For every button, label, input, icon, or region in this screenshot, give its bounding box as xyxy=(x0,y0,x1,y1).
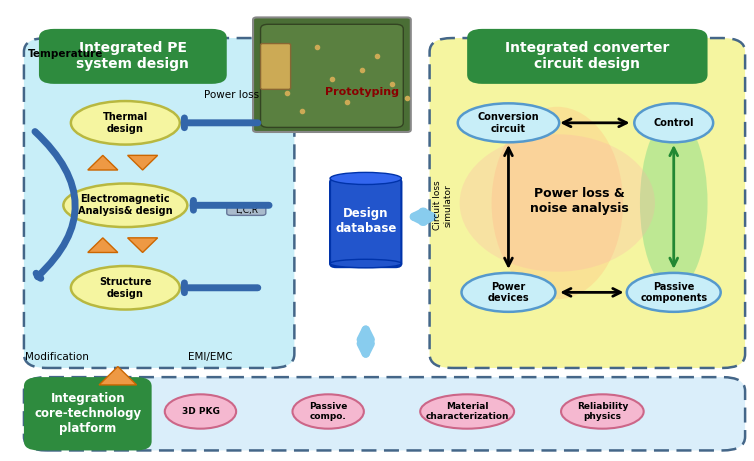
Text: EMI/EMC: EMI/EMC xyxy=(188,351,232,361)
Text: 3D PKG: 3D PKG xyxy=(182,407,219,416)
Ellipse shape xyxy=(63,183,187,227)
FancyBboxPatch shape xyxy=(330,178,401,267)
Text: Thermal
design: Thermal design xyxy=(103,112,148,134)
Text: Design
database: Design database xyxy=(335,207,397,235)
FancyBboxPatch shape xyxy=(467,29,707,84)
Text: Temperature: Temperature xyxy=(28,49,103,59)
FancyBboxPatch shape xyxy=(39,29,227,84)
Polygon shape xyxy=(127,155,158,170)
FancyBboxPatch shape xyxy=(24,377,745,450)
FancyBboxPatch shape xyxy=(24,377,152,450)
Ellipse shape xyxy=(460,134,655,272)
FancyBboxPatch shape xyxy=(261,24,403,127)
Text: Power loss &
noise analysis: Power loss & noise analysis xyxy=(531,187,629,215)
Polygon shape xyxy=(87,238,118,253)
Text: Passive
compo.: Passive compo. xyxy=(309,402,348,421)
Ellipse shape xyxy=(330,259,401,268)
FancyBboxPatch shape xyxy=(430,38,745,368)
Text: Modification: Modification xyxy=(26,351,89,361)
FancyBboxPatch shape xyxy=(227,205,266,215)
FancyBboxPatch shape xyxy=(261,43,290,89)
Text: Structure
design: Structure design xyxy=(99,277,152,299)
Ellipse shape xyxy=(293,394,364,429)
Ellipse shape xyxy=(71,266,179,309)
Text: Power loss: Power loss xyxy=(204,90,259,100)
FancyBboxPatch shape xyxy=(253,18,411,132)
Text: L,C,R: L,C,R xyxy=(234,206,258,215)
Text: Material
characterization: Material characterization xyxy=(425,402,509,421)
Polygon shape xyxy=(127,238,158,253)
Polygon shape xyxy=(87,155,118,170)
Text: Reliability
physics: Reliability physics xyxy=(577,402,628,421)
Polygon shape xyxy=(330,54,394,93)
Polygon shape xyxy=(99,366,136,385)
Ellipse shape xyxy=(165,394,236,429)
Text: Passive
components: Passive components xyxy=(640,282,707,303)
Ellipse shape xyxy=(420,394,514,429)
Polygon shape xyxy=(330,54,394,107)
Ellipse shape xyxy=(330,172,401,184)
Ellipse shape xyxy=(492,107,623,299)
Text: Integration
core-technology
platform: Integration core-technology platform xyxy=(34,392,141,435)
Text: Prototyping: Prototyping xyxy=(325,87,399,97)
Text: Power
devices: Power devices xyxy=(488,282,529,303)
Ellipse shape xyxy=(627,273,721,312)
Ellipse shape xyxy=(634,103,713,142)
Ellipse shape xyxy=(458,103,559,142)
Text: Control: Control xyxy=(654,118,694,128)
Ellipse shape xyxy=(640,116,707,290)
Text: Circuit loss
simulator: Circuit loss simulator xyxy=(434,181,453,230)
Text: Electromagnetic
Analysis& design: Electromagnetic Analysis& design xyxy=(78,195,173,216)
Ellipse shape xyxy=(461,273,556,312)
Text: Integrated converter
circuit design: Integrated converter circuit design xyxy=(505,41,670,71)
Ellipse shape xyxy=(561,394,644,429)
Ellipse shape xyxy=(71,101,179,145)
FancyBboxPatch shape xyxy=(24,38,294,368)
Text: Conversion
circuit: Conversion circuit xyxy=(477,112,539,134)
Text: Integrated PE
system design: Integrated PE system design xyxy=(76,41,189,71)
